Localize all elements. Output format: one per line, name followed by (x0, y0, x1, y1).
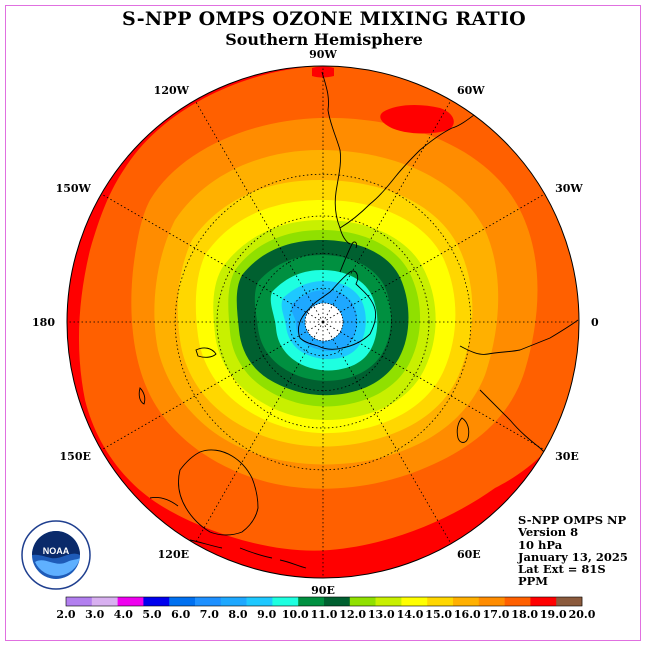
colorbar-swatch (66, 597, 93, 606)
noaa-logo: NOAA (21, 520, 91, 590)
colorbar-label: 15.0 (425, 608, 452, 621)
info-pressure: 10 hPa (518, 537, 563, 552)
madagascar-coast (456, 417, 470, 443)
colorbar-swatch (117, 597, 144, 606)
colorbar-label: 8.0 (228, 608, 247, 621)
colorbar-swatch (324, 597, 351, 606)
ozone-contour-fill (67, 66, 579, 578)
colorbar-swatch (478, 597, 505, 606)
colorbar-label: 12.0 (339, 608, 366, 621)
colorbar-label: 2.0 (56, 608, 75, 621)
colorbar-label: 6.0 (171, 608, 190, 621)
colorbar-label: 10.0 (282, 608, 309, 621)
info-panel: S-NPP OMPS NP Version 8 10 hPa January 1… (518, 514, 628, 588)
colorbar-swatch (349, 597, 376, 606)
colorbar-swatch (427, 597, 454, 606)
colorbar-swatch (220, 597, 247, 606)
colorbar: 2.0 3.0 4.0 5.0 6.0 7.0 8.0 9.0 10.0 11.0 12.0 13.0… (56, 596, 596, 621)
longitude-label: 120E (158, 548, 189, 561)
colorbar-label: 4.0 (114, 608, 133, 621)
colorbar-label: 11.0 (311, 608, 338, 621)
colorbar-border (65, 596, 583, 607)
latitude-circle (216, 215, 430, 429)
colorbar-swatch (375, 597, 402, 606)
colorbar-label: 5.0 (142, 608, 161, 621)
longitude-label: 90E (311, 584, 335, 597)
globe-outline (66, 65, 580, 579)
longitude-labels: 90W 60W 30W 0 30E 60E 90E 120E 150E 180 150W 120W (32, 48, 599, 597)
meridian-line (322, 193, 545, 323)
meridian-line (101, 193, 324, 323)
figure-frame (5, 5, 641, 641)
longitude-label: 150E (60, 450, 91, 463)
colorbar-swatch (530, 597, 557, 606)
indonesia-coast (149, 497, 307, 569)
colorbar-swatch (246, 597, 273, 606)
longitude-label: 60E (457, 548, 481, 561)
info-units: PPM (518, 574, 549, 589)
colorbar-label: 18.0 (511, 608, 538, 621)
colorbar-label: 3.0 (85, 608, 104, 621)
longitude-label: 120W (154, 84, 190, 97)
figure-subtitle: Southern Hemisphere (225, 30, 423, 49)
meridian-line (194, 100, 324, 323)
coastlines (138, 71, 579, 569)
meridian-line (322, 321, 545, 451)
noaa-logo-text: NOAA (43, 546, 70, 556)
longitude-label: 150W (56, 182, 92, 195)
colorbar-label: 7.0 (200, 608, 219, 621)
colorbar-swatch (169, 597, 196, 606)
graticule (67, 66, 579, 578)
colorbar-swatch (91, 597, 118, 606)
red-patch-top (312, 66, 334, 78)
info-date: January 13, 2025 (518, 549, 628, 564)
meridian-line (101, 321, 324, 451)
meridian-line (194, 321, 324, 544)
colorbar-swatch (453, 597, 480, 606)
colorbar-swatch (298, 597, 325, 606)
longitude-label: 90W (309, 48, 337, 61)
australia-coast (177, 449, 259, 536)
colorbar-label: 17.0 (483, 608, 510, 621)
longitude-label: 0 (591, 316, 599, 329)
longitude-label: 30E (555, 450, 579, 463)
meridian-line (322, 321, 452, 544)
meridian-line (322, 100, 452, 323)
longitude-label: 30W (555, 182, 583, 195)
colorbar-label: 14.0 (397, 608, 424, 621)
colorbar-swatch (504, 597, 531, 606)
latitude-circle (174, 173, 472, 471)
latitude-circle (288, 287, 358, 357)
colorbar-label: 19.0 (540, 608, 567, 621)
colorbar-swatch (195, 597, 222, 606)
colorbar-label: 13.0 (368, 608, 395, 621)
colorbar-label: 9.0 (257, 608, 276, 621)
longitude-label: 180 (32, 316, 55, 329)
longitude-label: 60W (457, 84, 485, 97)
info-instrument: S-NPP OMPS NP (518, 513, 627, 527)
info-version: Version 8 (518, 525, 579, 540)
colorbar-label: 16.0 (454, 608, 481, 621)
info-lat-extent: Lat Ext = 81S (518, 562, 606, 577)
colorbar-swatch (556, 597, 583, 606)
colorbar-label: 20.0 (569, 608, 596, 621)
colorbar-swatch (143, 597, 170, 606)
new-zealand-coast (195, 347, 217, 358)
colorbar-swatch (401, 597, 428, 606)
figure-title: S-NPP OMPS OZONE MIXING RATIO (121, 8, 527, 30)
antarctica-coast (297, 270, 377, 350)
red-patch-north (380, 104, 454, 134)
colorbar-swatch (272, 597, 299, 606)
